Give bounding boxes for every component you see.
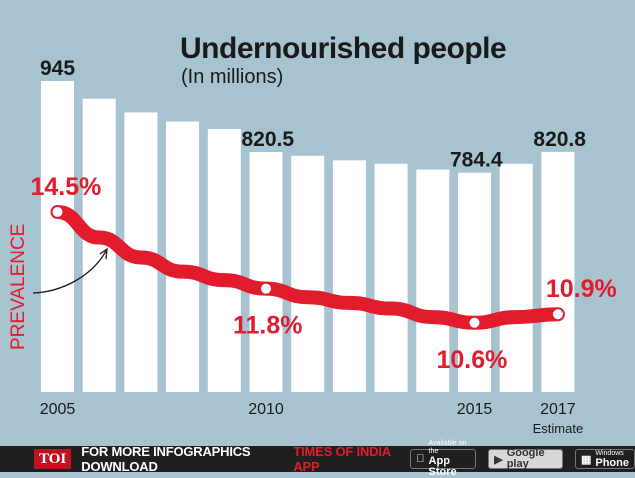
x-tick-label: 2005 xyxy=(40,401,76,418)
prevalence-value-label: 10.9% xyxy=(546,275,617,303)
bar-value-label: 784.4 xyxy=(450,149,503,172)
bar-value-label: 820.5 xyxy=(242,128,295,151)
bar-value-label: 945 xyxy=(40,57,75,80)
apple-icon:  xyxy=(416,453,424,465)
windows-phone-badge[interactable]: ▦ Windows Phone xyxy=(574,449,635,469)
bar xyxy=(416,169,450,392)
bar-value-label: 820.8 xyxy=(533,128,586,151)
bar xyxy=(499,163,533,392)
footer-text: FOR MORE INFOGRAPHICS DOWNLOAD xyxy=(81,444,251,474)
pointer-arrowhead xyxy=(99,247,108,260)
chart-title: Undernourished people xyxy=(180,32,507,65)
app-store-badge[interactable]:  Available on the App Store xyxy=(410,440,477,478)
bar xyxy=(541,151,575,392)
prevalence-marker xyxy=(469,317,480,328)
pointer-arrow xyxy=(32,250,107,294)
prevalence-marker xyxy=(52,207,63,217)
chart-subtitle: (In millions) xyxy=(181,66,284,88)
bar xyxy=(374,163,408,392)
x-tick-label: 2010 xyxy=(248,401,284,418)
prevalence-marker xyxy=(261,283,271,294)
prevalence-value-label: 10.6% xyxy=(437,346,508,374)
x-tick-label: 2017 xyxy=(540,401,576,418)
prevalence-axis-label: PREVALENCE xyxy=(8,224,29,350)
chart: Undernourished people (In millions) 2005… xyxy=(8,32,617,436)
toi-logo: TOI xyxy=(34,449,72,469)
bar xyxy=(291,155,325,392)
footer-banner: TOI FOR MORE INFOGRAPHICS DOWNLOAD TIMES… xyxy=(0,440,635,478)
x-tick-sublabel: Estimate xyxy=(533,421,584,436)
windows-icon: ▦ xyxy=(580,453,592,466)
play-icon: ▶ xyxy=(493,453,502,466)
chart-plot: 2005 2010 2015 2017 Estimate 945 820.5 784.4 820… xyxy=(8,57,617,436)
bar xyxy=(41,81,74,392)
bar xyxy=(332,160,366,392)
bar xyxy=(249,152,283,392)
prevalence-value-label: 14.5% xyxy=(31,173,102,201)
prevalence-marker xyxy=(552,309,563,320)
bar xyxy=(166,121,200,393)
google-play-badge[interactable]: ▶ Google play xyxy=(488,448,563,470)
bar xyxy=(207,128,241,392)
bar xyxy=(458,172,491,392)
footer-app-name[interactable]: TIMES OF INDIA APP xyxy=(293,444,391,474)
prevalence-value-label: 11.8% xyxy=(233,312,303,340)
x-tick-label: 2015 xyxy=(457,401,493,418)
